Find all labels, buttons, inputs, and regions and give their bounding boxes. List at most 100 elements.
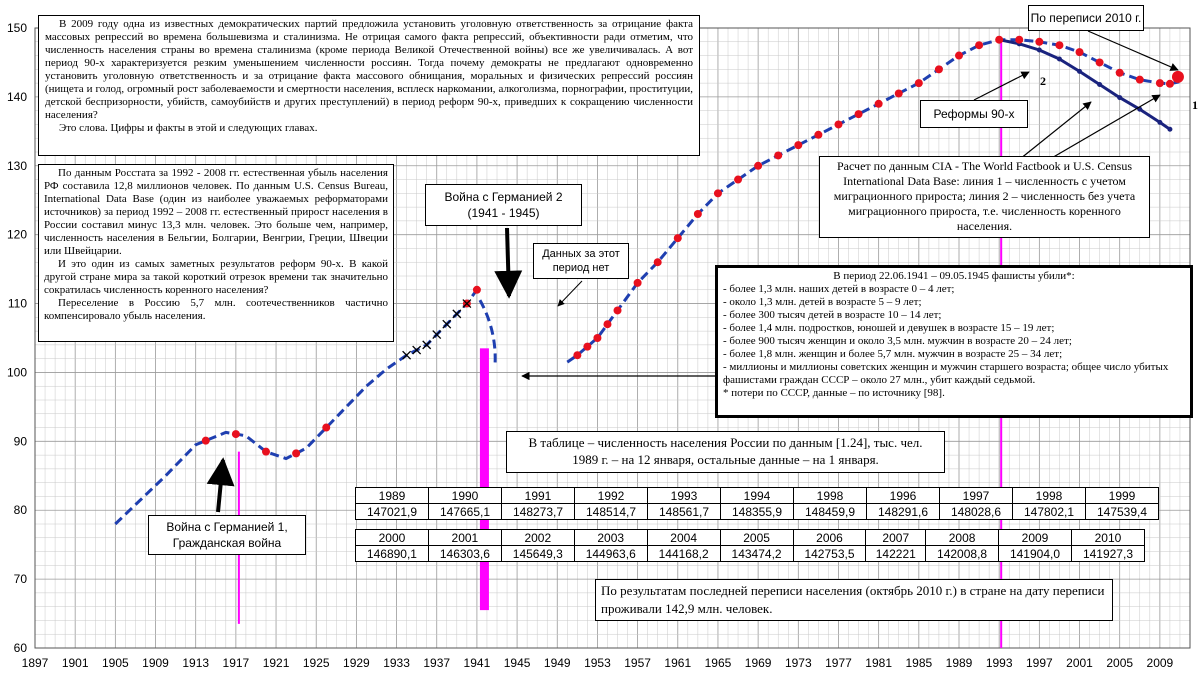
table-value-cell: 148273,7 — [501, 503, 575, 520]
series-2-point — [1036, 47, 1042, 53]
table-value-cell: 143474,2 — [719, 545, 794, 562]
table-year-cell: 1996 — [866, 487, 940, 504]
table-value-cell: 148459,9 — [793, 503, 867, 520]
table-value-cell: 141904,0 — [998, 545, 1072, 562]
data-point — [914, 79, 923, 88]
table-value-cell: 147539,4 — [1085, 503, 1159, 520]
data-point — [713, 189, 722, 198]
census-2010-point — [1171, 70, 1184, 83]
table-value-cell: 148291,6 — [866, 503, 940, 520]
cross-point — [452, 309, 462, 319]
table-value-cell: 147665,1 — [428, 503, 502, 520]
table-year-cell: 2010 — [1070, 529, 1146, 546]
cross-point — [422, 340, 432, 350]
table-value-cell: 146890,1 — [355, 545, 429, 562]
data-point — [995, 35, 1004, 44]
x-tick-label: 1949 — [544, 656, 571, 670]
rosstat-text-box: По данным Росстата за 1992 - 2008 гг. ес… — [38, 164, 394, 342]
table-year-cell: 1994 — [720, 487, 794, 504]
line1-label: 1 — [1192, 98, 1198, 112]
data-point — [322, 423, 331, 432]
data-point — [1135, 75, 1144, 84]
x-tick-label: 1909 — [142, 656, 169, 670]
x-tick-label: 1985 — [905, 656, 932, 670]
war2-drop-line — [478, 299, 497, 366]
x-tick-label: 1925 — [303, 656, 330, 670]
cia-arrow-1 — [1049, 94, 1161, 160]
table-value-cell: 147021,9 — [355, 503, 429, 520]
table-value-cell: 148561,7 — [647, 503, 721, 520]
x-tick-label: 2001 — [1066, 656, 1093, 670]
fascists-list: - более 1,3 млн. наших детей в возрасте … — [723, 283, 1185, 400]
y-tick-label: 100 — [7, 365, 27, 379]
x-tick-label: 1969 — [745, 656, 772, 670]
data-markers — [201, 35, 1184, 458]
war1-arrow — [206, 457, 235, 513]
table-row-values-2: 146890,1 146303,6 145649,3 144963,6 144168,2… — [355, 545, 1146, 562]
data-point — [794, 141, 803, 150]
x-tick-label: 1965 — [705, 656, 732, 670]
intro-text-box: В 2009 году одна из известных демократич… — [38, 15, 700, 156]
x-tick-label: 1989 — [946, 656, 973, 670]
series-2-point — [1056, 56, 1062, 62]
intro-paragraph-2: Это слова. Цифры и факты в этой и следую… — [59, 122, 318, 134]
table-year-cell: 1991 — [501, 487, 575, 504]
table-value-cell: 141927,3 — [1070, 545, 1146, 562]
x-tick-labels: 1897 1901 1905 1909 1913 1917 1921 1925 1929 1933… — [22, 656, 1174, 670]
x-tick-label: 1945 — [504, 656, 531, 670]
table-value-cell: 142221 — [865, 545, 927, 562]
data-point — [834, 120, 843, 129]
table-year-cell: 2004 — [646, 529, 721, 546]
data-point — [814, 130, 823, 139]
table-year-cell: 2005 — [719, 529, 794, 546]
table-year-cell: 1990 — [428, 487, 502, 504]
table-year-cell: 2006 — [792, 529, 867, 546]
x-tick-label: 1973 — [785, 656, 812, 670]
table-value-cell: 144168,2 — [646, 545, 721, 562]
war2-bar — [479, 348, 489, 611]
table-value-cell: 148028,6 — [939, 503, 1013, 520]
no-data-label: Данных за этот период нет — [533, 243, 629, 279]
table-year-cell: 1997 — [939, 487, 1013, 504]
table-value-cell: 144963,6 — [573, 545, 648, 562]
census-arrow — [1087, 30, 1179, 71]
data-point — [874, 99, 883, 108]
census-2010-label: По переписи 2010 г. — [1028, 5, 1144, 31]
x-tick-label: 1941 — [464, 656, 491, 670]
series-2-point — [1167, 126, 1173, 132]
x-tick-label: 1897 — [22, 656, 49, 670]
table-year-cell: 2002 — [500, 529, 575, 546]
data-point — [1115, 68, 1124, 77]
table-year-cell: 2003 — [573, 529, 648, 546]
data-point — [613, 306, 622, 315]
rosstat-paragraph-3: Переселение в Россию 5,7 млн. соотечеств… — [44, 297, 388, 322]
table-value-cell: 146303,6 — [427, 545, 502, 562]
table-value-cell: 142008,8 — [925, 545, 1000, 562]
fascists-item: - более 1,4 млн. подростков, юношей и де… — [723, 322, 1055, 334]
table-year-cell: 2000 — [355, 529, 429, 546]
x-tick-label: 1961 — [664, 656, 691, 670]
y-tick-label: 140 — [7, 90, 27, 104]
series-line-1 — [114, 288, 479, 526]
x-tick-label: 1905 — [102, 656, 129, 670]
table-value-cell: 148355,9 — [720, 503, 794, 520]
table-year-cell: 1993 — [647, 487, 721, 504]
x-tick-label: 1953 — [584, 656, 611, 670]
data-point — [231, 430, 240, 439]
y-tick-label: 150 — [7, 21, 27, 35]
data-point — [633, 278, 642, 287]
table-year-cell: 1998 — [1012, 487, 1086, 504]
data-point — [673, 234, 682, 243]
series-2-point — [1157, 119, 1163, 125]
table-row-values-1: 147021,9 147665,1 148273,7 148514,7 148561,7… — [355, 503, 1159, 520]
rosstat-paragraph-1: По данным Росстата за 1992 - 2008 гг. ес… — [44, 167, 388, 257]
x-tick-label: 1913 — [182, 656, 209, 670]
x-tick-label: 1917 — [223, 656, 250, 670]
fascists-item: - более 900 тысяч женщин и около 3,5 млн… — [723, 335, 1072, 347]
cross-point — [402, 350, 412, 360]
y-tick-label: 70 — [14, 572, 28, 586]
table-row-years-1: 1989 1990 1991 1992 1993 1994 1998 1996 1997 1998… — [355, 487, 1159, 504]
x-tick-label: 1977 — [825, 656, 852, 670]
fascists-title: В период 22.06.1941 – 09.05.1945 фашисты… — [833, 270, 1075, 282]
fascists-item: * потери по СССР, данные – по источнику … — [723, 387, 945, 399]
